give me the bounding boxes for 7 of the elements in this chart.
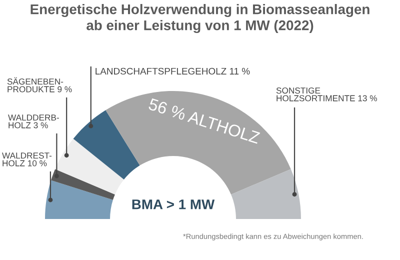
slice-label: SÄGENEBEN- PRODUKTE 9 % xyxy=(7,77,72,92)
slice-label: SONSTIGE HOLZSORTIMENTE 13 % xyxy=(276,87,377,102)
slice-label: LANDSCHAFTSPFLEGEHOLZ 11 % xyxy=(96,68,250,75)
text: BMA > 1 MW xyxy=(132,200,215,210)
chart-title: Energetische Holzverwendung in Biomasseanlagen ab einer Leistung von 1 MW (2022) xyxy=(30,4,370,34)
slice-label: WALDDERB- HOLZ 3 % xyxy=(8,114,59,128)
slice-label: WALDREST- HOLZ 10 % xyxy=(2,152,52,166)
